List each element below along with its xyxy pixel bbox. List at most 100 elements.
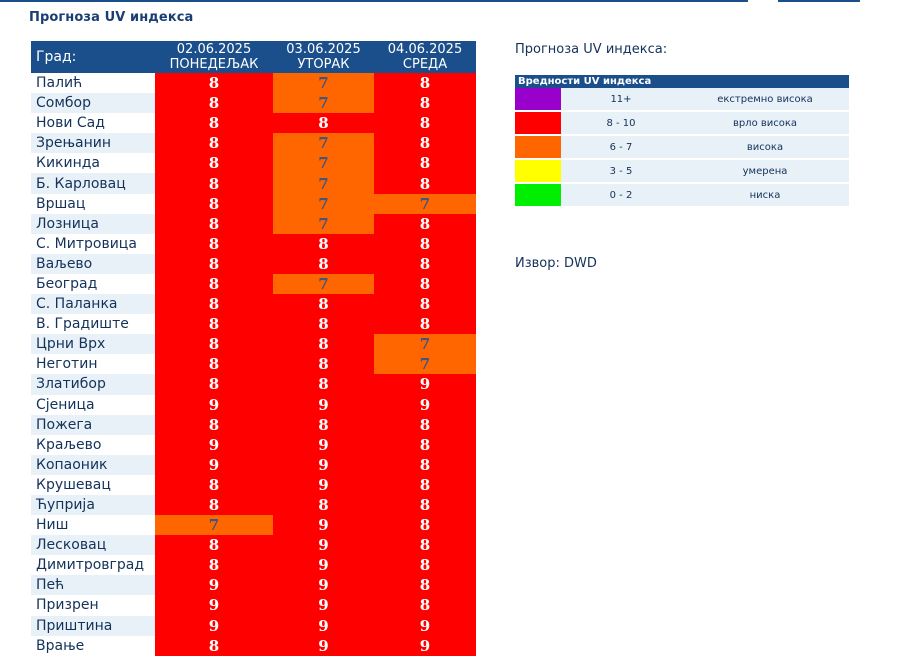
uv-value-cell: 8 — [155, 294, 273, 315]
legend-header-row: Вредности UV индекса — [515, 75, 849, 88]
uv-value-cell: 8 — [374, 294, 476, 315]
day-column-header: 04.06.2025 СРЕДА — [374, 41, 476, 73]
uv-value-cell: 9 — [273, 615, 374, 636]
table-row: Зрењанин 8 7 8 — [31, 133, 476, 154]
day-date: 02.06.2025 — [176, 42, 252, 57]
table-row: Ваљево 8 8 8 — [31, 253, 476, 274]
table-row: Лесковац 8 9 8 — [31, 535, 476, 556]
uv-value-cell: 8 — [273, 354, 374, 375]
uv-value-cell: 9 — [273, 434, 374, 455]
legend-row: 11+ екстремно висока — [515, 88, 849, 112]
legend-color-swatch — [515, 135, 561, 160]
uv-value-cell: 8 — [155, 233, 273, 254]
day-name: УТОРАК — [297, 57, 350, 72]
uv-value-cell: 8 — [374, 314, 476, 335]
table-row: Сјеница 9 9 9 — [31, 394, 476, 415]
uv-value-cell: 9 — [155, 434, 273, 455]
table-row: Црни Врх 8 8 7 — [31, 334, 476, 355]
uv-value-cell: 8 — [155, 73, 273, 94]
uv-value-cell: 9 — [155, 454, 273, 475]
uv-value-cell: 8 — [374, 233, 476, 254]
uv-value-cell: 8 — [374, 414, 476, 435]
table-row: Вршац 8 7 7 — [31, 193, 476, 214]
uv-value-cell: 8 — [273, 414, 374, 435]
legend-label: ниска — [681, 183, 849, 208]
uv-value-cell: 9 — [155, 394, 273, 415]
uv-value-cell: 8 — [155, 133, 273, 154]
table-row: Неготин 8 8 7 — [31, 354, 476, 375]
city-name: Неготин — [36, 356, 98, 373]
legend-range: 11+ — [561, 88, 681, 112]
table-row: Кикинда 8 7 8 — [31, 153, 476, 174]
day-column-header: 02.06.2025 ПОНЕДЕЉАК — [155, 41, 273, 73]
city-name: Лозница — [31, 213, 155, 234]
uv-value-cell: 8 — [155, 113, 273, 134]
uv-value-cell: 8 — [155, 93, 273, 114]
city-name: Црни Врх — [31, 334, 155, 355]
uv-value-cell: 8 — [273, 113, 374, 134]
city-name: В. Градиште — [36, 316, 129, 333]
day-date: 03.06.2025 — [286, 42, 361, 57]
uv-value-cell: 8 — [273, 253, 374, 274]
table-row: Пећ 9 9 8 — [31, 575, 476, 596]
city-name: Краљево — [36, 436, 102, 453]
table-row: Нови Сад 8 8 8 — [31, 113, 476, 134]
city-name: Пожега — [31, 414, 155, 435]
city-name: Нови Сад — [36, 115, 105, 132]
uv-value-cell: 8 — [273, 233, 374, 254]
city-name: Ћуприја — [31, 494, 155, 516]
uv-value-cell: 9 — [374, 635, 476, 656]
city-name: Београд — [36, 275, 98, 292]
uv-value-cell: 8 — [374, 595, 476, 616]
uv-value-cell: 9 — [273, 454, 374, 475]
city-name: Призрен — [36, 597, 99, 614]
page-title: Прогноза UV индекса — [29, 10, 194, 25]
uv-value-cell: 8 — [374, 133, 476, 154]
city-name: Ваљево — [31, 253, 155, 274]
day-name: СРЕДА — [402, 57, 448, 72]
city-column-header: Град: — [31, 41, 155, 73]
uv-value-cell: 7 — [273, 173, 374, 194]
uv-value-cell: 8 — [155, 555, 273, 576]
uv-value-cell: 8 — [155, 374, 273, 395]
uv-value-cell: 8 — [374, 434, 476, 455]
top-border-line-right — [778, 0, 860, 2]
table-row: Сомбор 8 7 8 — [31, 93, 476, 114]
table-row: Ниш 7 9 8 — [31, 515, 476, 536]
uv-value-cell: 8 — [155, 414, 273, 435]
legend-label: врло висока — [681, 111, 849, 136]
table-row: Пожега 8 8 8 — [31, 414, 476, 435]
top-border-line — [0, 0, 748, 2]
legend-row: 0 - 2 ниска — [515, 183, 849, 208]
uv-value-cell: 8 — [374, 253, 476, 274]
city-name: Вршац — [36, 195, 86, 212]
city-name: Ниш — [36, 517, 69, 534]
city-name: Златибор — [31, 374, 155, 395]
uv-value-cell: 8 — [374, 555, 476, 576]
day-column-header: 03.06.2025 УТОРАК — [273, 41, 374, 73]
uv-value-cell: 8 — [155, 314, 273, 335]
day-date: 04.06.2025 — [387, 42, 463, 57]
city-name: Пећ — [31, 575, 155, 596]
uv-value-cell: 9 — [374, 394, 476, 415]
uv-value-cell: 8 — [273, 374, 374, 395]
uv-value-cell: 7 — [374, 193, 476, 214]
city-name: Зрењанин — [31, 133, 155, 154]
uv-value-cell: 8 — [155, 535, 273, 556]
uv-value-cell: 8 — [374, 494, 476, 516]
source-text: Извор: DWD — [515, 256, 597, 271]
table-row: В. Градиште 8 8 8 — [31, 314, 476, 335]
uv-value-cell: 9 — [155, 595, 273, 616]
uv-value-cell: 7 — [374, 334, 476, 355]
uv-value-cell: 8 — [374, 173, 476, 194]
table-row: Копаоник 9 9 8 — [31, 454, 476, 475]
legend-range: 8 - 10 — [561, 111, 681, 136]
uv-value-cell: 7 — [374, 354, 476, 375]
city-name: С. Митровица — [36, 235, 137, 252]
table-row: Б. Карловац 8 7 8 — [31, 173, 476, 194]
uv-value-cell: 8 — [155, 635, 273, 656]
uv-value-cell: 8 — [374, 213, 476, 234]
uv-value-cell: 9 — [273, 515, 374, 536]
legend-label: екстремно висока — [681, 88, 849, 112]
uv-value-cell: 8 — [374, 73, 476, 94]
